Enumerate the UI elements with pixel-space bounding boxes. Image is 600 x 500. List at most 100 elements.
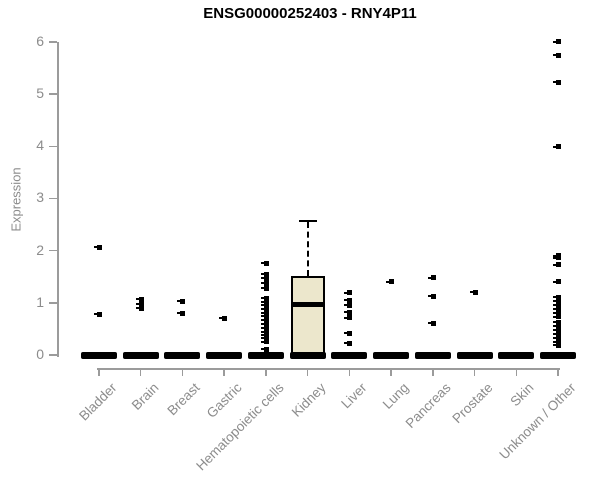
outlier-point bbox=[260, 260, 269, 266]
x-tick bbox=[348, 368, 351, 376]
collapsed-box-bar bbox=[456, 352, 493, 359]
y-tick bbox=[49, 354, 57, 356]
outlier-point bbox=[469, 289, 478, 295]
y-tick bbox=[49, 41, 57, 43]
outlier-point bbox=[344, 302, 353, 308]
collapsed-box-bar bbox=[373, 352, 410, 359]
outlier-point bbox=[552, 335, 561, 341]
outlier-point bbox=[94, 311, 102, 317]
outlier-point bbox=[552, 319, 561, 325]
x-tick bbox=[432, 368, 434, 376]
outlier-point bbox=[427, 275, 436, 281]
outlier-point bbox=[344, 330, 353, 336]
outlier-point bbox=[344, 297, 353, 303]
outlier-point bbox=[260, 302, 269, 308]
collapsed-box-bar bbox=[206, 352, 243, 359]
y-tick-label: 4 bbox=[36, 137, 44, 154]
x-tick bbox=[390, 368, 392, 376]
box-rect bbox=[290, 276, 325, 358]
y-tick bbox=[49, 145, 57, 148]
collapsed-box-bar bbox=[122, 352, 159, 359]
outlier-point bbox=[427, 293, 436, 299]
x-tick bbox=[181, 368, 184, 376]
outlier-point bbox=[135, 296, 144, 302]
x-axis-line bbox=[97, 368, 560, 370]
x-tick bbox=[265, 368, 267, 376]
outlier-point bbox=[260, 313, 269, 319]
outlier-point bbox=[386, 279, 395, 285]
x-tick bbox=[98, 368, 100, 376]
y-tick-label: 6 bbox=[36, 32, 44, 49]
outlier-point bbox=[552, 306, 561, 312]
outlier-point bbox=[219, 315, 228, 321]
y-tick-label: 1 bbox=[36, 293, 44, 310]
outlier-point bbox=[427, 320, 436, 326]
outlier-point bbox=[552, 79, 561, 85]
outlier-point bbox=[552, 310, 561, 316]
outlier-point bbox=[260, 299, 269, 305]
collapsed-box-bar bbox=[164, 352, 201, 359]
outlier-point bbox=[552, 339, 561, 345]
collapsed-box-bar bbox=[247, 352, 284, 359]
y-tick-label: 3 bbox=[36, 189, 44, 206]
outlier-point bbox=[552, 279, 561, 285]
y-axis-line bbox=[57, 42, 59, 357]
outlier-point bbox=[552, 298, 561, 304]
outlier-point bbox=[344, 309, 353, 315]
outlier-point bbox=[177, 298, 186, 304]
outlier-point bbox=[260, 325, 269, 331]
outlier-point bbox=[260, 317, 269, 323]
outlier-point bbox=[552, 302, 561, 308]
box-bottom-bar bbox=[289, 352, 326, 359]
outlier-point bbox=[260, 275, 269, 281]
chart-title: ENSG00000252403 - RNY4P11 bbox=[203, 5, 417, 22]
collapsed-box-bar bbox=[414, 352, 451, 359]
outlier-point bbox=[260, 332, 269, 338]
x-tick bbox=[515, 368, 518, 376]
median-line bbox=[290, 301, 325, 307]
outlier-point bbox=[260, 295, 269, 301]
outlier-point bbox=[552, 39, 561, 45]
y-tick-label: 2 bbox=[36, 241, 44, 258]
y-tick bbox=[49, 249, 57, 252]
outlier-point bbox=[552, 331, 561, 337]
y-tick bbox=[49, 197, 57, 200]
y-tick bbox=[49, 302, 57, 304]
collapsed-box-bar bbox=[81, 352, 117, 359]
y-tick-label: 0 bbox=[36, 346, 44, 362]
outlier-point bbox=[552, 327, 561, 333]
outlier-point bbox=[552, 342, 561, 348]
outlier-point bbox=[344, 315, 353, 321]
outlier-point bbox=[552, 255, 561, 261]
outlier-point bbox=[260, 339, 269, 345]
collapsed-box-bar bbox=[539, 352, 576, 359]
outlier-point bbox=[552, 294, 561, 300]
outlier-point bbox=[344, 340, 353, 346]
y-tick-label: 5 bbox=[36, 85, 44, 102]
collapsed-box-bar bbox=[331, 352, 368, 359]
outlier-point bbox=[552, 262, 561, 268]
outlier-point bbox=[260, 335, 269, 341]
x-tick bbox=[473, 368, 476, 376]
outlier-point bbox=[260, 306, 269, 312]
x-tick bbox=[223, 368, 225, 376]
x-tick bbox=[557, 368, 559, 376]
y-tick bbox=[49, 93, 57, 95]
outlier-point bbox=[260, 280, 269, 286]
outlier-point bbox=[552, 52, 561, 58]
x-tick bbox=[139, 368, 142, 376]
outlier-point bbox=[260, 271, 269, 277]
whisker-line bbox=[306, 221, 309, 277]
outlier-point bbox=[177, 310, 186, 316]
outlier-point bbox=[344, 290, 353, 296]
outlier-point bbox=[260, 321, 269, 327]
collapsed-box-bar bbox=[498, 352, 535, 359]
outlier-point bbox=[135, 305, 144, 311]
whisker-cap bbox=[298, 219, 317, 223]
outlier-point bbox=[135, 301, 144, 307]
outlier-point bbox=[552, 323, 561, 329]
outlier-point bbox=[260, 329, 269, 335]
outlier-point bbox=[260, 346, 269, 352]
outlier-point bbox=[552, 314, 561, 320]
